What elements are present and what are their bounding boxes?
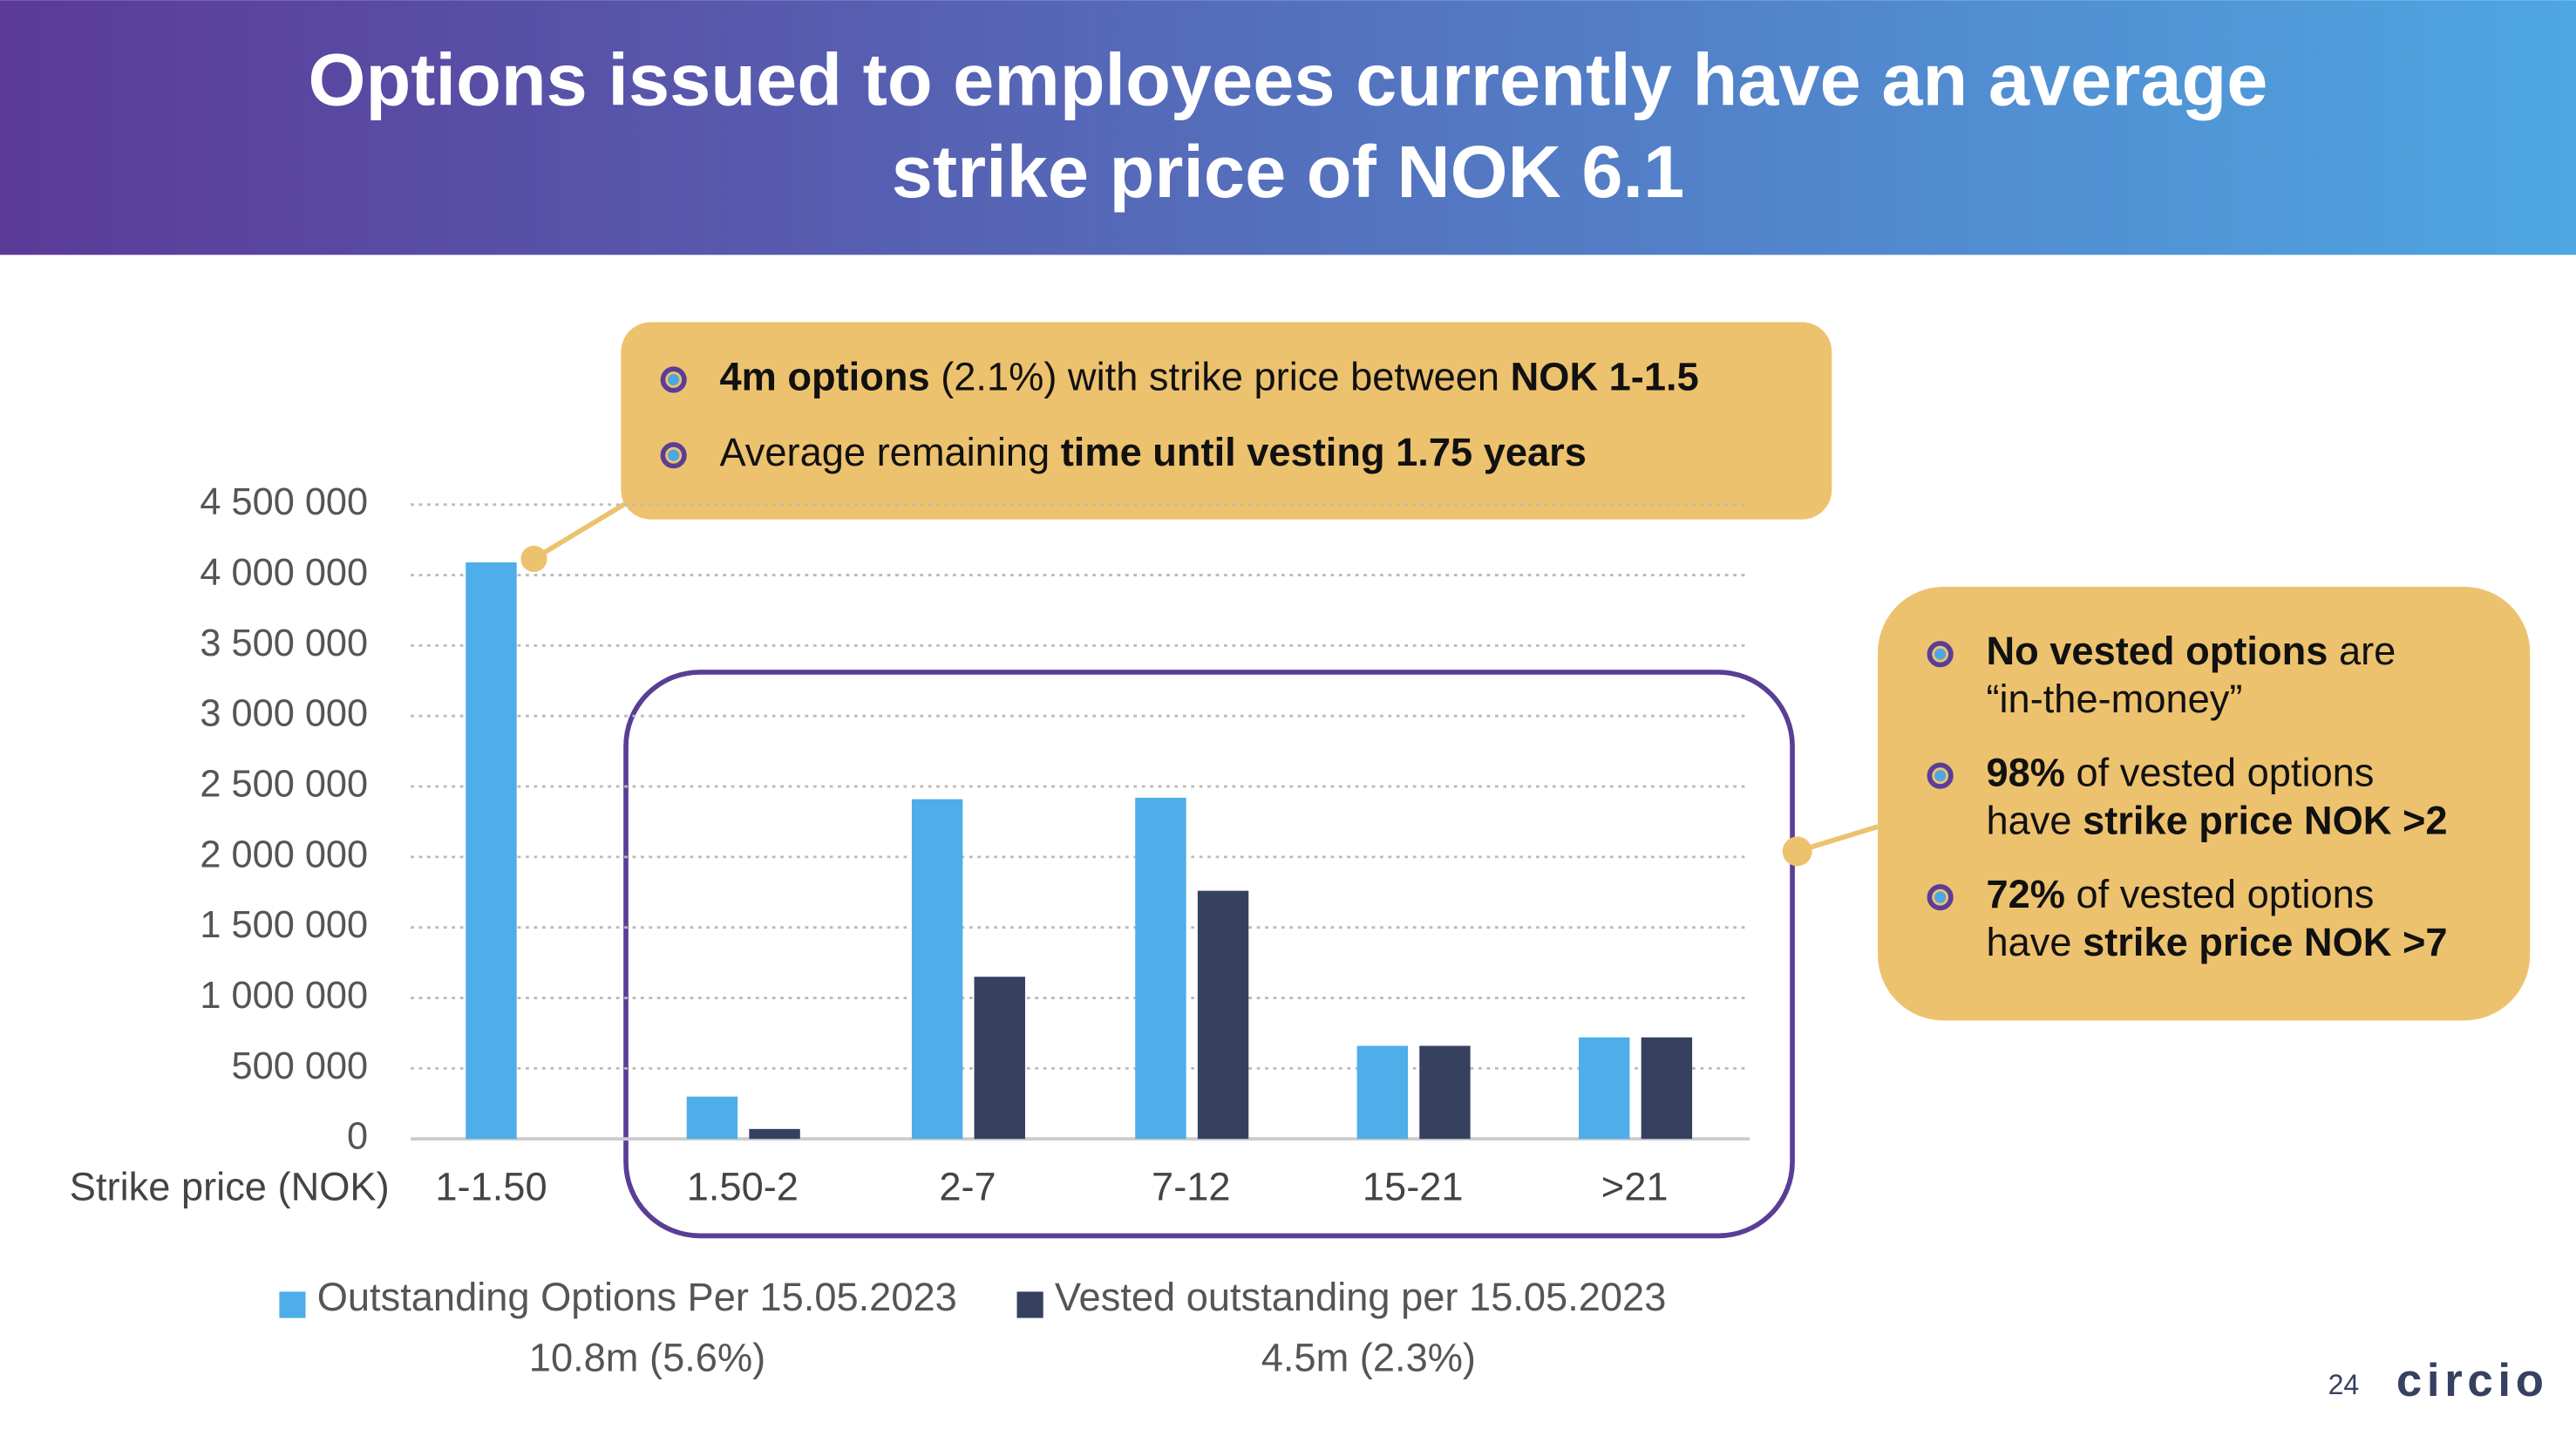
bar xyxy=(749,1128,800,1140)
bullet xyxy=(1927,884,1954,911)
callout-text: Average remaining time until vesting 1.7… xyxy=(719,430,1586,474)
bullet xyxy=(660,366,687,393)
bar xyxy=(974,977,1025,1140)
x-tick-label: 1.50-2 xyxy=(687,1165,799,1209)
highlight-frame xyxy=(623,670,1795,1239)
bar xyxy=(1579,1037,1630,1140)
bar xyxy=(911,799,963,1140)
text-run: strike price NOK >7 xyxy=(2083,920,2447,964)
callout-box xyxy=(621,322,1832,520)
callout-text: 98% of vested options xyxy=(1986,751,2374,795)
header-band xyxy=(0,0,2576,255)
text-run: 4m options xyxy=(719,354,929,398)
text-run: time until vesting 1.75 years xyxy=(1061,430,1587,474)
bar xyxy=(466,562,517,1140)
connector-dot xyxy=(520,545,547,573)
y-tick-label: 4 000 000 xyxy=(200,552,368,594)
legend-swatch xyxy=(279,1291,306,1318)
y-tick-label: 4 500 000 xyxy=(200,481,368,523)
callout-text: 4m options (2.1%) with strike price betw… xyxy=(719,354,1698,398)
x-tick-label: 1-1.50 xyxy=(435,1165,547,1209)
callout-text: have strike price NOK >2 xyxy=(1986,798,2447,842)
legend-label: Outstanding Options Per 15.05.2023 xyxy=(317,1275,957,1319)
text-run: of vested options xyxy=(2065,872,2374,916)
text-run: strike price NOK >2 xyxy=(2083,798,2447,842)
connector-dot xyxy=(1782,836,1812,867)
bar xyxy=(1135,797,1186,1140)
callout-text: “in-the-money” xyxy=(1986,677,2242,721)
text-run: No vested options xyxy=(1986,629,2328,673)
text-run: have xyxy=(1986,798,2083,842)
text-run: 72% xyxy=(1986,872,2065,916)
legend-label: Vested outstanding per 15.05.2023 xyxy=(1055,1275,1666,1319)
bullet-core xyxy=(668,373,680,386)
bar xyxy=(1356,1045,1409,1140)
title: Options issued to employees currently ha… xyxy=(309,38,2268,121)
text-run: NOK 1-1.5 xyxy=(1511,354,1699,398)
text-run: 98% xyxy=(1986,751,2065,795)
bullet-core xyxy=(668,449,680,461)
bar xyxy=(1641,1037,1693,1140)
callout-box xyxy=(1878,586,2531,1021)
text-run: of vested options xyxy=(2065,751,2374,795)
y-tick-label: 2 500 000 xyxy=(200,763,368,805)
text-run: are xyxy=(2328,629,2396,673)
legend-total: 10.8m (5.6%) xyxy=(529,1336,765,1380)
x-tick-label: 7-12 xyxy=(1152,1165,1231,1209)
page-number: 24 xyxy=(2328,1369,2360,1400)
text-run: Average remaining xyxy=(719,430,1060,474)
bullet xyxy=(660,442,687,469)
bullet-core xyxy=(1934,648,1947,660)
bar xyxy=(686,1096,738,1140)
bullet xyxy=(1927,641,1954,668)
text-run: (2.1%) with strike price between xyxy=(930,354,1511,398)
x-tick-label: 15-21 xyxy=(1363,1165,1464,1209)
y-tick-label: 0 xyxy=(347,1116,368,1158)
x-tick-label: 2-7 xyxy=(939,1165,996,1209)
connector xyxy=(533,499,631,562)
bar xyxy=(1197,890,1249,1140)
bullet xyxy=(1927,762,1954,789)
bar xyxy=(1419,1045,1471,1140)
legend-total: 4.5m (2.3%) xyxy=(1261,1336,1476,1380)
y-tick-label: 1 500 000 xyxy=(200,904,368,946)
y-tick-label: 3 500 000 xyxy=(200,623,368,664)
y-tick-label: 500 000 xyxy=(232,1045,369,1087)
x-axis-label: Strike price (NOK) xyxy=(70,1165,390,1209)
x-tick-label: >21 xyxy=(1601,1165,1669,1209)
text-run: “in-the-money” xyxy=(1986,677,2242,721)
title: strike price of NOK 6.1 xyxy=(892,130,1685,213)
bullet-core xyxy=(1934,891,1947,903)
logo: circio xyxy=(2396,1355,2549,1406)
y-tick-label: 1 000 000 xyxy=(200,975,368,1017)
callout-text: have strike price NOK >7 xyxy=(1986,920,2447,964)
legend-swatch xyxy=(1016,1291,1043,1318)
callout-text: 72% of vested options xyxy=(1986,872,2374,916)
bullet-core xyxy=(1934,770,1947,782)
callout-text: No vested options are xyxy=(1986,629,2396,673)
text-run: have xyxy=(1986,920,2083,964)
y-tick-label: 3 000 000 xyxy=(200,693,368,735)
y-tick-label: 2 000 000 xyxy=(200,834,368,875)
